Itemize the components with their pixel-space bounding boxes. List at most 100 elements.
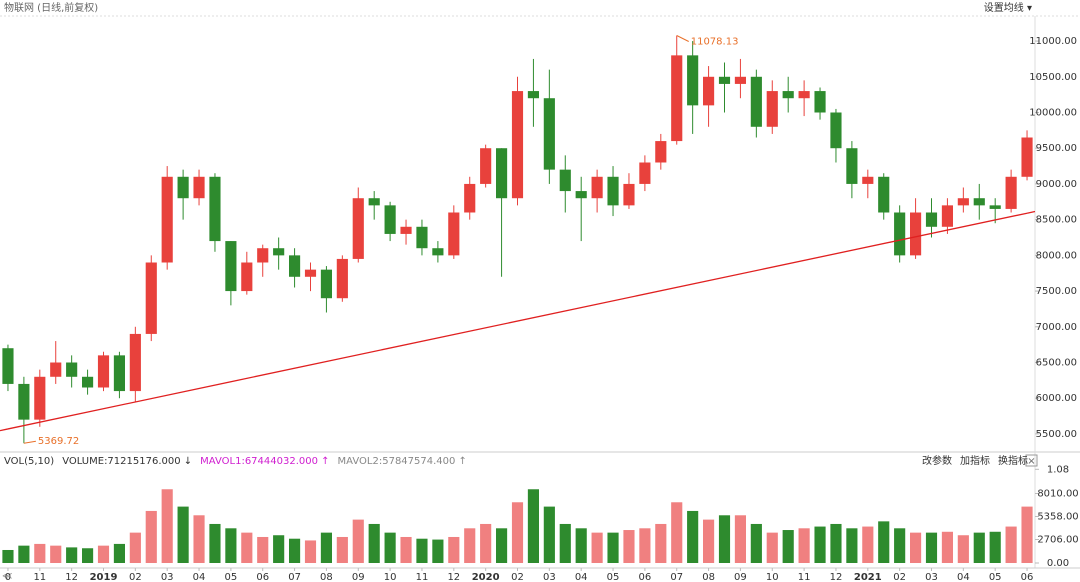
close-button[interactable] — [1025, 454, 1038, 467]
volume-bar — [766, 532, 778, 563]
candle-body — [209, 176, 221, 242]
volume-bar — [894, 528, 906, 563]
volume-bar — [257, 536, 269, 563]
x-tick-label: 09 — [734, 572, 747, 582]
volume-bar — [591, 532, 603, 563]
candle-body — [798, 91, 810, 99]
x-tick-label: 08 — [702, 572, 715, 582]
candle-body — [734, 76, 746, 84]
volume-bar — [193, 515, 205, 563]
volume-bar — [400, 536, 412, 563]
volume-bar — [687, 510, 699, 563]
y-tick-label: 8000.00 — [1036, 250, 1077, 261]
volume-bar — [543, 506, 555, 563]
candle-body — [655, 141, 667, 163]
candle-body — [687, 55, 699, 106]
y-tick-label: 10000.00 — [1029, 108, 1077, 119]
indicator-tool[interactable]: 加指标 — [960, 454, 990, 467]
x-tick-label: 11 — [416, 572, 429, 582]
x-tick-label: 02 — [893, 572, 906, 582]
x-tick-label: 10 — [766, 572, 779, 582]
indicator-tool[interactable]: 换指标 — [998, 454, 1028, 467]
candle-body — [480, 148, 492, 184]
x-tick-label: 08 — [320, 572, 333, 582]
volume-bar — [639, 528, 651, 563]
y-tick-label: 8500.00 — [1036, 215, 1077, 226]
volume-legend: MAVOL2:57847574.400 ↑ — [338, 456, 467, 467]
candle-body — [703, 76, 715, 106]
x-tick-label: 05 — [225, 572, 238, 582]
close-icon[interactable]: × — [1027, 456, 1035, 467]
volume-bar — [273, 535, 285, 563]
volume-bar — [655, 523, 667, 563]
volume-bar — [878, 521, 890, 563]
candle-body — [352, 198, 364, 259]
x-tick-label: 06 — [1021, 572, 1034, 582]
indicator-tool[interactable]: 改参数 — [922, 454, 952, 467]
candle-body — [177, 176, 189, 199]
volume-bar — [750, 523, 762, 563]
chart-title: 物联网 (日线,前复权) — [4, 1, 98, 14]
volume-bar — [782, 530, 794, 563]
volume-legend: MAVOL1:67444032.000 ↑ — [200, 456, 329, 467]
volume-bar — [34, 543, 46, 563]
y-tick-label: 11000.00 — [1029, 36, 1077, 47]
volume-bar — [480, 523, 492, 563]
candle-body — [257, 248, 269, 263]
volume-bar — [703, 519, 715, 563]
candle-body — [368, 198, 380, 206]
volume-legend: VOL(5,10) — [4, 456, 54, 467]
candle-body — [846, 148, 858, 184]
candle-body — [607, 176, 619, 206]
candle-body — [18, 383, 30, 420]
volume-bar — [129, 532, 141, 563]
volume-bar — [814, 526, 826, 563]
volume-bar — [1021, 506, 1033, 563]
candle-body — [830, 112, 842, 149]
annotation-leader — [23, 440, 36, 444]
candle-body — [941, 205, 953, 227]
volume-bar — [113, 543, 125, 563]
volume-bar — [671, 502, 683, 563]
candle-body — [973, 198, 985, 206]
y-tick-label: 9500.00 — [1036, 143, 1077, 154]
volume-bar — [1005, 526, 1017, 563]
x-tick-label: 0 — [5, 572, 11, 582]
candle-body — [766, 91, 778, 127]
volume-bar — [734, 515, 746, 563]
volume-bar — [846, 528, 858, 563]
x-tick-label: 04 — [575, 572, 588, 582]
x-tick-label: 04 — [957, 572, 970, 582]
candle-body — [1021, 137, 1033, 177]
volume-bar — [177, 506, 189, 563]
candle-body — [782, 91, 794, 99]
candle-body — [878, 176, 890, 213]
volume-bar — [320, 532, 332, 563]
x-tick-label: 10 — [384, 572, 397, 582]
candle-body — [336, 258, 348, 299]
candle-body — [113, 355, 125, 392]
x-tick-label: 04 — [193, 572, 206, 582]
ma-settings[interactable]: 设置均线 ▾ — [984, 1, 1032, 14]
volume-bar — [289, 538, 301, 563]
x-tick-label: 03 — [925, 572, 938, 582]
candle-body — [718, 76, 731, 84]
candle-body — [2, 348, 14, 384]
scroll-left[interactable]: ≪ — [2, 571, 12, 582]
candle-body — [496, 148, 508, 199]
candle-body — [241, 262, 253, 292]
volume-bar — [941, 531, 953, 563]
candle-body — [432, 248, 444, 256]
candle-body — [193, 176, 205, 199]
candle-body — [1005, 176, 1017, 209]
candle-body — [464, 183, 476, 213]
candle-body — [910, 212, 922, 256]
candle-body — [527, 91, 539, 99]
y-tick-label: 6500.00 — [1036, 358, 1077, 369]
extreme-label: 11078.13 — [691, 36, 739, 47]
volume-legend: VOLUME:71215176.000 ↓ — [62, 456, 192, 467]
candle-body — [814, 91, 826, 113]
candle-body — [639, 162, 651, 184]
volume-bar — [559, 523, 571, 563]
x-tick-label: 05 — [989, 572, 1002, 582]
